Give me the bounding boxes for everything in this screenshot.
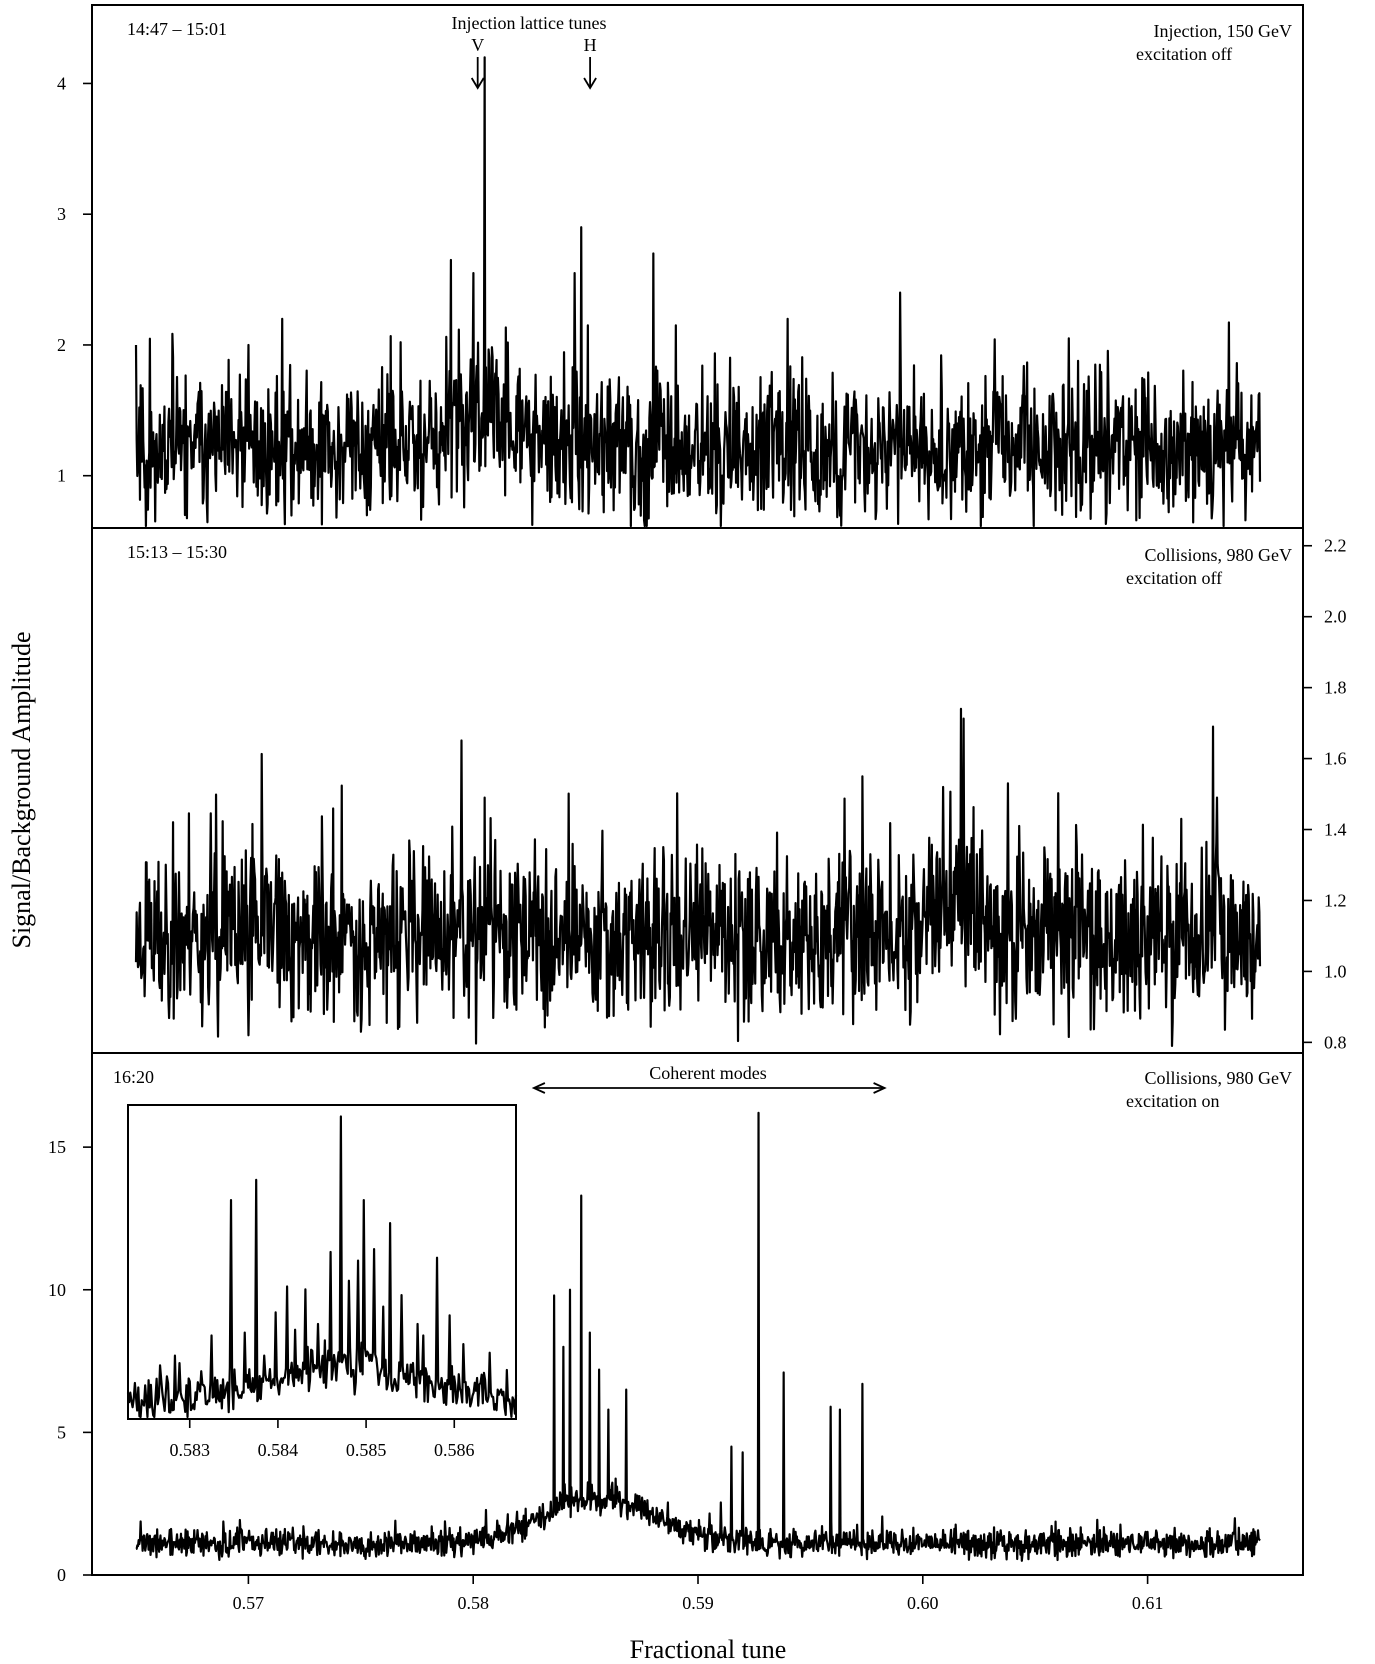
inset-x-axis: 0.583 0.584 0.585 0.586	[169, 1419, 475, 1460]
y-tick-label: 1.2	[1324, 890, 1347, 910]
y-tick-label: 4	[57, 73, 66, 93]
x-tick-label: 0.58	[457, 1593, 489, 1613]
inset-x-tick-label: 0.586	[434, 1440, 475, 1460]
panel-3-y-axis: 0 5 10 15	[48, 1137, 92, 1585]
panel-2-condition-line-2: excitation off	[1126, 568, 1222, 588]
panel-collisions-off: 0.8 1.0 1.2 1.4 1.6 1.8 2.0 2.2 15:13 – 15:30 C…	[91, 527, 1347, 1054]
y-tick-label: 10	[48, 1280, 66, 1300]
y-tick-label: 3	[57, 204, 66, 224]
inset-x-tick-label: 0.583	[169, 1440, 210, 1460]
panel-2-condition-line-1: Collisions, 980 GeV	[1144, 545, 1292, 565]
tune-arrow-label-H: H	[584, 35, 597, 55]
x-tick-label: 0.61	[1132, 1593, 1164, 1613]
panel-1-time-label: 14:47 – 15:01	[127, 19, 227, 39]
y-tick-label: 2	[57, 335, 66, 355]
panel-1-condition-line-2: excitation off	[1136, 44, 1232, 64]
inset-background	[128, 1105, 516, 1419]
x-axis-title: Fractional tune	[630, 1635, 787, 1664]
panel-3-condition-line-2: excitation on	[1126, 1091, 1219, 1111]
y-tick-label: 1.4	[1324, 820, 1347, 840]
inset-series-line	[126, 1115, 518, 1419]
y-tick-label: 1.6	[1324, 749, 1347, 769]
coherent-modes-arrow-head-left	[531, 1082, 546, 1094]
inset-frame	[127, 1104, 517, 1420]
y-tick-label: 15	[48, 1137, 66, 1157]
injection-lattice-tunes-label: Injection lattice tunes	[452, 13, 607, 33]
x-tick-label: 0.57	[233, 1593, 265, 1613]
y-axis-title: Signal/Background Amplitude	[7, 631, 36, 948]
x-tick-label: 0.60	[907, 1593, 939, 1613]
y-tick-label: 1.0	[1324, 961, 1347, 981]
coherent-modes-arrow	[531, 1082, 887, 1094]
panel-2-trace	[134, 707, 1262, 1048]
panel-3-condition-line-1: Collisions, 980 GeV	[1144, 1068, 1292, 1088]
y-tick-label: 5	[57, 1422, 66, 1442]
panel-collisions-on: 0 5 10 15 0.57 0.58 0.59 0.60 0.61 16:20 Collis…	[48, 1052, 1304, 1613]
panel-1-trace	[134, 56, 1262, 528]
coherent-modes-arrow-head-right	[873, 1082, 887, 1094]
y-tick-label: 1.8	[1324, 678, 1347, 698]
y-tick-label: 0.8	[1324, 1032, 1347, 1052]
panel-3-series-line	[135, 1111, 1261, 1562]
panel-3-time-label: 16:20	[113, 1067, 154, 1087]
inset-x-tick-label: 0.584	[258, 1440, 299, 1460]
tune-arrow-head	[583, 77, 597, 90]
coherent-modes-label: Coherent modes	[649, 1063, 766, 1083]
panel-injection: 1 2 3 4 14:47 – 15:01 Injection, 150 GeV ex…	[57, 4, 1304, 529]
panel-1-y-axis: 1 2 3 4	[57, 73, 92, 486]
x-tick-label: 0.59	[682, 1593, 714, 1613]
y-tick-label: 0	[57, 1565, 66, 1585]
panel-3-trace	[135, 1111, 1261, 1562]
panel-2-series-line	[134, 707, 1262, 1048]
tune-arrow-label-V: V	[471, 35, 484, 55]
tune-arrow-head	[470, 77, 485, 90]
inset-zoom: 0.583 0.584 0.585 0.586	[126, 1104, 518, 1460]
inset-trace	[126, 1115, 518, 1419]
panel-2-time-label: 15:13 – 15:30	[127, 542, 227, 562]
y-tick-label: 1	[57, 466, 66, 486]
panel-1-condition-line-1: Injection, 150 GeV	[1154, 21, 1292, 41]
y-tick-label: 2.2	[1324, 536, 1347, 556]
panel-2-y-axis: 0.8 1.0 1.2 1.4 1.6 1.8 2.0 2.2	[1303, 536, 1347, 1052]
panel-1-series-line	[134, 56, 1262, 528]
inset-x-tick-label: 0.585	[346, 1440, 387, 1460]
x-axis: 0.57 0.58 0.59 0.60 0.61	[233, 1575, 1164, 1613]
y-tick-label: 2.0	[1324, 607, 1347, 627]
